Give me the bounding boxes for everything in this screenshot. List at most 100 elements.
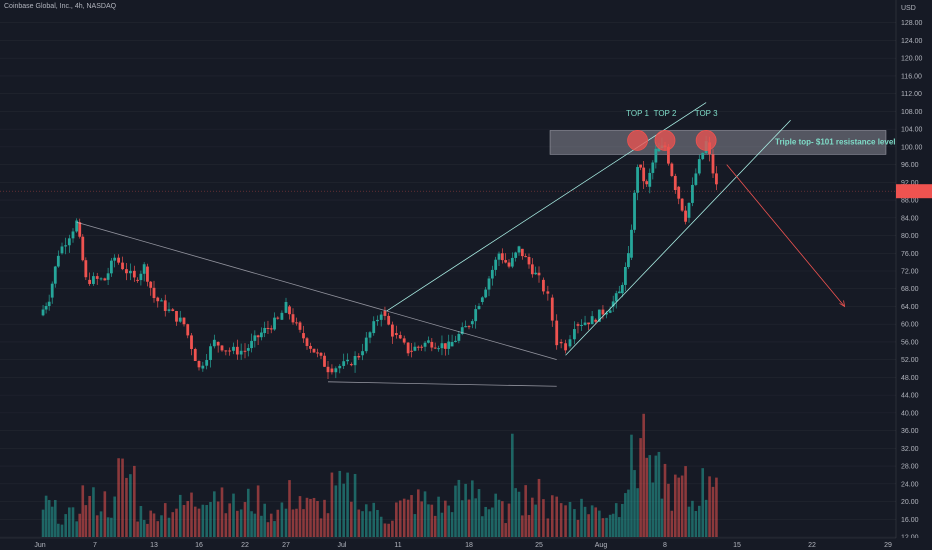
candle-body: [504, 260, 508, 263]
volume-bar: [197, 508, 201, 537]
volume-bar: [142, 519, 146, 537]
candle-body: [178, 317, 182, 322]
volume-bar: [103, 491, 107, 537]
candle-body: [346, 359, 349, 362]
time-tick-label: 18: [465, 542, 473, 549]
candle-body: [467, 326, 471, 328]
candle-body: [95, 276, 99, 279]
price-axis-unit: USD: [901, 5, 916, 12]
candle-body: [142, 264, 146, 274]
volume-bar: [494, 493, 497, 537]
volume-bar: [645, 457, 649, 537]
candle-body: [497, 253, 501, 260]
candle-body: [323, 355, 326, 367]
volume-bar: [568, 501, 572, 537]
volume-bar: [454, 485, 457, 537]
price-tick-label: 84.00: [901, 215, 919, 222]
volume-bar: [398, 500, 402, 537]
candle-body: [284, 301, 288, 313]
price-tick-label: 32.00: [901, 446, 919, 453]
symbol-title: Coinbase Global, Inc., 4h, NASDAQ: [4, 3, 117, 10]
volume-bar: [633, 470, 636, 537]
volume-bar: [694, 510, 698, 537]
candle-body: [75, 220, 79, 232]
candle-body: [376, 319, 379, 322]
volume-bar: [71, 507, 75, 537]
candle-body: [673, 175, 677, 191]
volume-bar: [611, 513, 615, 537]
resistance-label: Triple top- $101 resistance level: [775, 138, 896, 147]
volume-bar: [416, 489, 420, 537]
volume-bar: [205, 505, 208, 537]
volume-bar: [484, 506, 487, 537]
candle-body: [687, 202, 691, 218]
price-tick-label: 56.00: [901, 339, 919, 346]
price-tick-label: 100.00: [901, 144, 923, 151]
volume-bar: [594, 507, 598, 537]
candle-body: [246, 348, 250, 351]
volume-bar: [521, 515, 524, 537]
price-tick-label: 76.00: [901, 251, 919, 258]
volume-bar: [663, 463, 667, 537]
volume-bar: [305, 497, 309, 537]
price-tick-label: 128.00: [901, 20, 923, 27]
candle-body: [129, 270, 132, 274]
volume-bar: [250, 511, 253, 537]
candle-body: [617, 291, 621, 294]
candle-body: [132, 270, 136, 278]
volume-bar: [266, 522, 270, 537]
volume-bar: [47, 500, 51, 537]
volume-bar: [654, 455, 658, 537]
candle-body: [420, 346, 424, 348]
volume-bar: [276, 509, 280, 537]
candle-body: [416, 346, 420, 348]
candle-body: [608, 310, 612, 313]
candle-body: [391, 324, 394, 337]
volume-bar: [534, 504, 537, 537]
candle-body: [81, 236, 85, 261]
trendline: [386, 102, 707, 312]
time-tick-label: 25: [535, 542, 543, 549]
volume-bar: [624, 493, 627, 537]
volume-bar: [677, 477, 681, 537]
candle-body: [302, 333, 305, 339]
candle-body: [715, 173, 718, 185]
volume-bar: [587, 514, 590, 537]
volume-bar: [129, 474, 132, 537]
candle-body: [654, 148, 658, 163]
candle-body: [171, 309, 175, 312]
volume-bar: [580, 498, 583, 537]
candle-body: [457, 334, 461, 341]
volume-bar: [559, 503, 563, 537]
top-label: TOP 3: [695, 109, 718, 118]
volume-bar: [427, 504, 430, 537]
candle-body: [639, 164, 643, 168]
candle-body: [379, 314, 383, 320]
price-tick-label: 72.00: [901, 269, 919, 276]
volume-bar: [444, 500, 447, 537]
volume-bar: [630, 434, 633, 537]
volume-bar: [84, 505, 88, 537]
volume-bar: [316, 500, 319, 537]
volume-bar: [319, 518, 323, 537]
volume-bar: [44, 495, 48, 537]
volume-bar: [117, 458, 120, 537]
volume-bar: [477, 489, 481, 537]
volume-bar: [605, 517, 608, 537]
volume-bar: [133, 465, 136, 537]
volume-bar: [648, 455, 652, 537]
candle-body: [220, 345, 224, 351]
candle-body: [691, 184, 694, 203]
candle-body: [587, 322, 590, 325]
volume-bar: [253, 513, 257, 537]
candle-body: [440, 343, 444, 349]
volume-bar: [704, 499, 708, 537]
price-tick-label: 104.00: [901, 127, 923, 134]
volume-bar: [236, 510, 239, 537]
candle-body: [88, 279, 92, 284]
candle-body: [309, 345, 312, 349]
candle-body: [633, 192, 636, 230]
volume-bar: [60, 524, 64, 537]
